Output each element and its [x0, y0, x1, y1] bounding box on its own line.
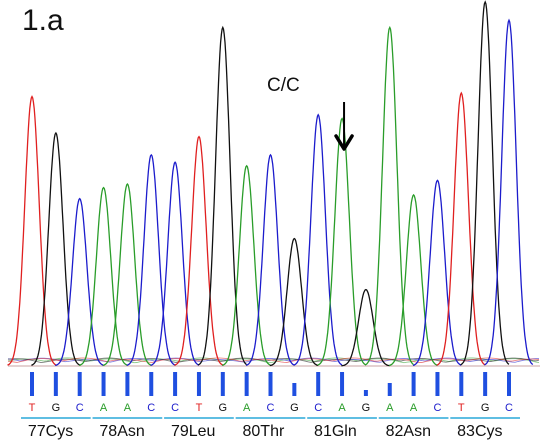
quality-bar-14: [363, 390, 368, 396]
peak-14-G: [341, 288, 390, 367]
base-letter-18: T: [458, 402, 465, 414]
base-letter-16: A: [410, 402, 418, 414]
quality-bar-8: [220, 372, 225, 396]
peak-8-G: [197, 25, 247, 366]
noise-trace-C: [7, 357, 539, 363]
quality-bar-5: [149, 372, 154, 396]
codon-label-6: 83Cys: [457, 423, 503, 440]
peak-18-T: [436, 91, 486, 366]
peak-9-A: [221, 164, 271, 366]
codon-label-5: 82Asn: [385, 423, 431, 440]
noise-trace-T: [7, 357, 540, 363]
quality-bar-19: [483, 372, 488, 396]
base-letter-4: A: [124, 402, 132, 414]
quality-bar-17: [435, 372, 440, 396]
base-letter-11: G: [290, 402, 299, 414]
peak-0-T: [7, 95, 57, 366]
peak-19-G: [460, 0, 510, 366]
quality-bar-4: [125, 372, 130, 396]
quality-bar-20: [507, 372, 511, 396]
base-letter-14: G: [362, 402, 371, 414]
peak-15-A: [364, 25, 414, 366]
quality-bar-12: [316, 372, 321, 396]
peak-5-C: [126, 153, 176, 366]
quality-bar-10: [268, 372, 273, 396]
base-letter-12: C: [314, 402, 322, 414]
peak-13-A: [317, 117, 367, 366]
peak-1-G: [31, 131, 80, 366]
base-letter-19: G: [481, 402, 490, 414]
peak-20-C: [484, 18, 534, 366]
peak-4-A: [102, 182, 152, 367]
quality-bar-13: [340, 372, 345, 396]
base-letter-3: A: [100, 402, 108, 414]
peak-2-C: [55, 197, 104, 367]
base-letter-20: C: [505, 402, 513, 414]
codon-label-2: 79Leu: [170, 423, 216, 440]
peak-12-C: [293, 113, 343, 366]
quality-bar-6: [173, 372, 178, 396]
quality-bar-3: [101, 372, 106, 396]
peak-16-A: [388, 193, 438, 367]
base-letter-2: C: [76, 402, 84, 414]
base-letter-0: T: [29, 402, 36, 414]
mutation-annotation-label: C/C: [267, 75, 300, 96]
codon-label-3: 80Thr: [242, 423, 285, 440]
peak-11-G: [269, 237, 319, 367]
codon-label-4: 81Gln: [314, 423, 357, 440]
base-letter-1: G: [52, 402, 61, 414]
quality-bar-15: [387, 383, 392, 396]
quality-bar-7: [196, 372, 201, 396]
base-letter-13: A: [338, 402, 346, 414]
base-letter-5: C: [147, 402, 155, 414]
base-letter-6: C: [171, 402, 179, 414]
quality-bar-18: [459, 372, 464, 396]
codon-label-0: 77Cys: [27, 423, 74, 440]
base-letter-8: G: [219, 402, 228, 414]
base-letter-7: T: [196, 402, 203, 414]
base-letter-9: A: [243, 402, 251, 414]
panel-label: 1.a: [22, 4, 64, 37]
quality-bar-0: [30, 372, 34, 396]
quality-bar-9: [244, 372, 249, 396]
quality-bar-2: [77, 372, 82, 396]
peak-17-C: [412, 179, 462, 367]
quality-bar-1: [53, 372, 58, 396]
quality-bar-16: [411, 372, 416, 396]
peak-10-C: [245, 153, 295, 366]
base-letter-10: C: [267, 402, 275, 414]
peak-3-A: [78, 186, 128, 367]
peak-7-T: [174, 135, 224, 366]
codon-label-1: 78Asn: [99, 423, 145, 440]
base-letter-15: A: [386, 402, 394, 414]
mutation-arrow-head: [334, 134, 354, 151]
base-letter-17: C: [433, 402, 441, 414]
quality-bar-11: [292, 383, 297, 396]
peak-6-C: [150, 161, 200, 366]
